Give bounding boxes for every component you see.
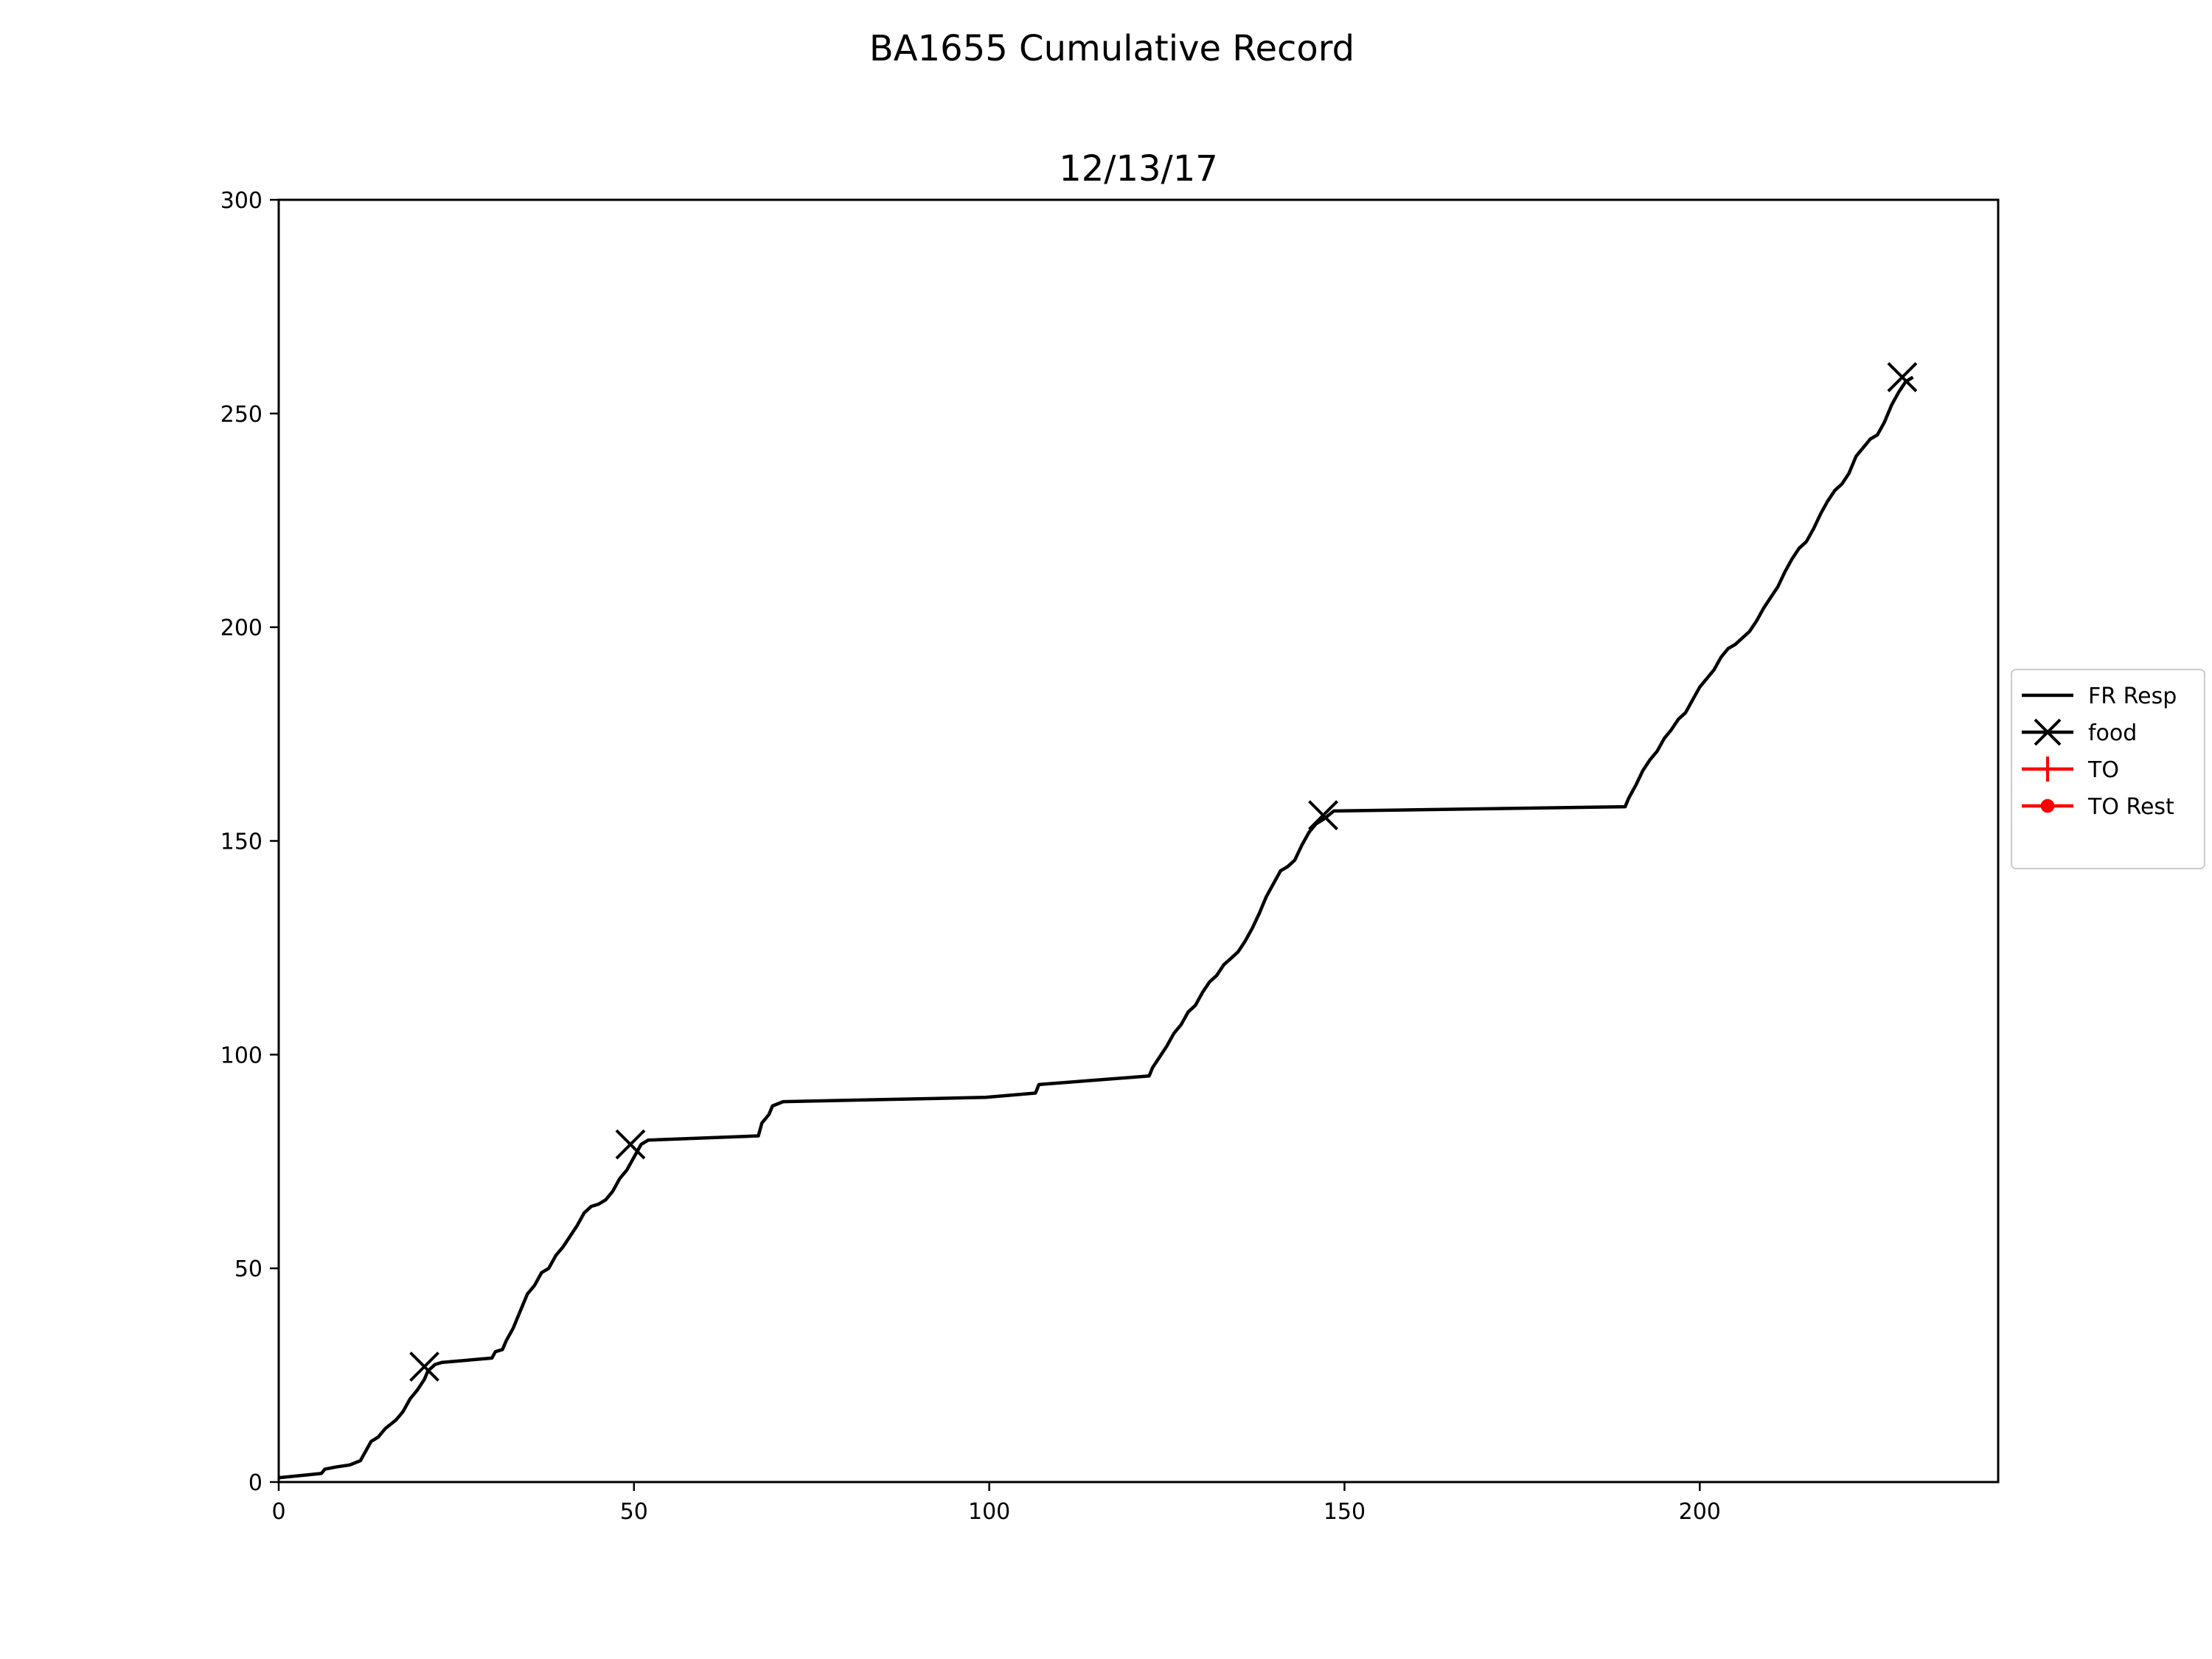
y-tick-label: 100 xyxy=(220,1043,262,1068)
x-tick-label: 0 xyxy=(271,1499,285,1525)
chart-suptitle: BA1655 Cumulative Record xyxy=(869,28,1354,69)
x-tick-label: 100 xyxy=(968,1499,1010,1525)
legend: FR Resp food TO TO Rest xyxy=(2011,669,2205,869)
food-marker xyxy=(615,1129,646,1160)
chart-title: 12/13/17 xyxy=(1059,148,1218,189)
legend-marker xyxy=(2040,799,2055,813)
legend-label: TO xyxy=(2087,757,2119,783)
food-marker xyxy=(1887,362,1918,392)
legend-entry: FR Resp xyxy=(2022,684,2177,709)
y-tick-label: 0 xyxy=(248,1470,262,1496)
x-tick-label: 150 xyxy=(1324,1499,1366,1525)
legend-marker xyxy=(2034,718,2062,746)
legend-label: TO Rest xyxy=(2087,794,2174,820)
food-marker xyxy=(1308,800,1338,831)
legend-entry: TO xyxy=(2022,757,2119,783)
food-marker xyxy=(409,1352,439,1382)
y-tick-label: 50 xyxy=(234,1256,262,1282)
legend-box xyxy=(2011,669,2205,869)
legend-label: food xyxy=(2088,720,2137,746)
plot-area xyxy=(278,362,1918,1480)
x-tick-label: 50 xyxy=(620,1499,648,1525)
y-tick-label: 150 xyxy=(220,830,262,855)
series-line-fr-resp xyxy=(278,375,1914,1480)
legend-entry: TO Rest xyxy=(2022,794,2174,820)
y-tick-label: 300 xyxy=(220,188,262,214)
y-tick-label: 200 xyxy=(220,616,262,641)
axes: 0 50 100 150 200 0 50 100 150 200 250 300 xyxy=(220,188,2000,1525)
legend-marker xyxy=(2035,757,2060,782)
x-tick-label: 200 xyxy=(1679,1499,1721,1525)
legend-entry: food xyxy=(2022,718,2137,746)
y-tick-label: 250 xyxy=(220,402,262,428)
legend-label: FR Resp xyxy=(2088,684,2177,709)
